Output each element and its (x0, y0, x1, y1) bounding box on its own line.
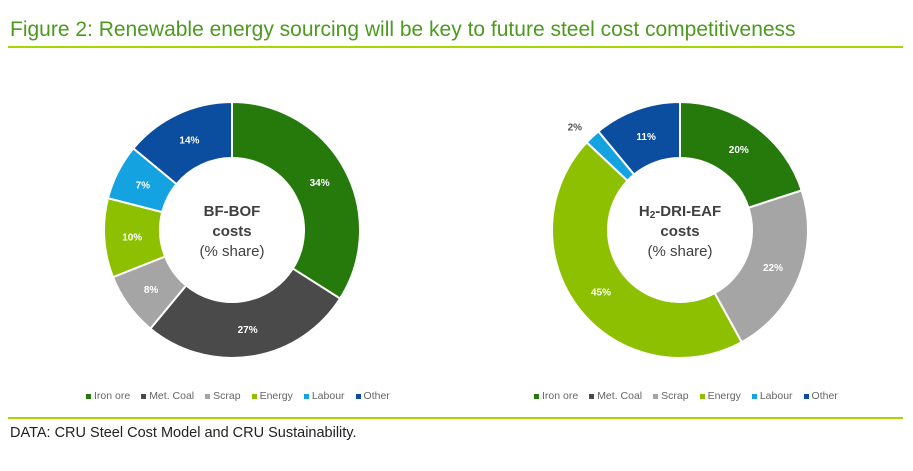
legend-swatch (86, 393, 91, 399)
legend-item: Energy (251, 390, 293, 402)
legend-label: Iron ore (542, 390, 579, 402)
chart2-slice-iron-ore (679, 100, 803, 210)
chart1-center-title: BF-BOF (203, 203, 261, 220)
legend-swatch (803, 393, 809, 399)
legend-item: Energy (699, 390, 741, 402)
legend-swatch (653, 393, 659, 399)
chart2-data-label: 45% (591, 287, 611, 298)
legend-swatch (751, 393, 757, 399)
chart2-center-label: H2-DRI-EAF costs (% share) (610, 202, 750, 262)
chart1-center-subtitle: costs (212, 223, 252, 240)
figure-title: Figure 2: Renewable energy sourcing will… (10, 18, 796, 41)
legend-item: Other (803, 390, 838, 402)
legend-label: Labour (311, 390, 345, 402)
source-rule (8, 417, 903, 419)
chart1-legend: Iron ore Met. Coal Scrap Energy Labour Other (86, 390, 390, 402)
legend-swatch (251, 393, 257, 399)
chart2-data-label: 22% (763, 263, 783, 274)
chart1-data-label: 8% (144, 285, 159, 296)
legend-item: Scrap (205, 390, 241, 402)
legend-label: Energy (707, 390, 741, 402)
legend-swatch (589, 393, 595, 399)
legend-swatch (355, 393, 361, 399)
legend-label: Scrap (213, 390, 241, 402)
chart1-data-label: 7% (136, 181, 151, 192)
legend-label: Labour (759, 390, 793, 402)
chart2-data-label: 2% (568, 122, 583, 133)
legend-label: Other (363, 390, 390, 402)
title-rule (8, 46, 903, 48)
source-note: DATA: CRU Steel Cost Model and CRU Susta… (10, 425, 357, 441)
legend-swatch (205, 393, 211, 399)
chart2-data-label: 20% (729, 145, 749, 156)
legend-item: Iron ore (86, 390, 130, 402)
legend-item: Labour (751, 390, 793, 402)
chart1-data-label: 10% (122, 232, 142, 243)
chart1-data-label: 14% (179, 136, 199, 147)
legend-label: Scrap (661, 390, 689, 402)
legend-item: Iron ore (534, 390, 578, 402)
legend-label: Met. Coal (597, 390, 643, 402)
legend-swatch (303, 393, 309, 399)
chart1-slice-other (131, 100, 233, 186)
legend-item: Met. Coal (141, 390, 194, 402)
legend-label: Met. Coal (149, 390, 195, 402)
chart2-center-title: H2-DRI-EAF (638, 203, 722, 221)
legend-item: Labour (303, 390, 345, 402)
chart2-slice-other (597, 100, 681, 176)
legend-item: Met. Coal (589, 390, 642, 402)
chart2-legend: Iron ore Met. Coal Scrap Energy Labour Other (534, 390, 838, 402)
chart2-center-subtitle: costs (660, 223, 700, 240)
chart1-slice-iron-ore (231, 100, 361, 300)
chart2-data-label: 11% (636, 132, 656, 143)
legend-swatch (534, 393, 539, 399)
legend-swatch (699, 393, 705, 399)
legend-label: Energy (259, 390, 293, 402)
legend-label: Other (811, 390, 838, 402)
chart2-center-unit: (% share) (647, 243, 713, 260)
legend-label: Iron ore (94, 390, 131, 402)
chart1-slice-met-coal (149, 267, 342, 359)
legend-item: Scrap (653, 390, 689, 402)
chart1-center-label: BF-BOF costs (% share) (162, 202, 302, 262)
chart2-slice-energy (551, 140, 744, 359)
legend-item: Other (355, 390, 390, 402)
legend-swatch (141, 393, 147, 399)
chart1-data-label: 27% (238, 325, 258, 336)
chart1-center-unit: (% share) (199, 243, 265, 260)
chart1-data-label: 34% (310, 178, 330, 189)
